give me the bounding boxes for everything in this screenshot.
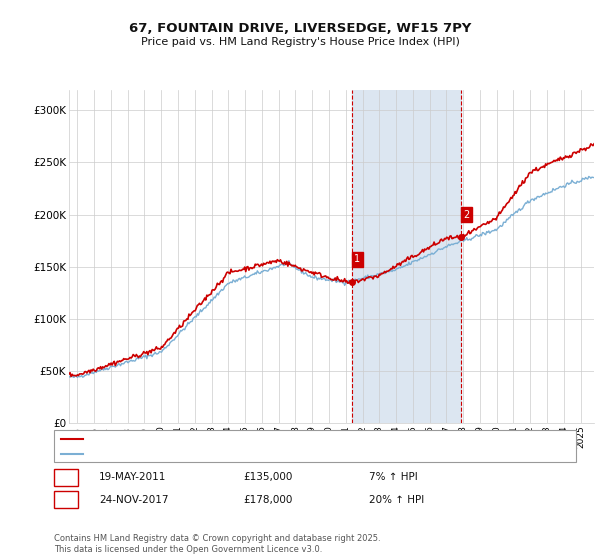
Text: 7% ↑ HPI: 7% ↑ HPI (369, 472, 418, 482)
Text: 20% ↑ HPI: 20% ↑ HPI (369, 494, 424, 505)
Text: 2: 2 (62, 494, 70, 505)
Text: 19-MAY-2011: 19-MAY-2011 (99, 472, 166, 482)
Text: 67, FOUNTAIN DRIVE, LIVERSEDGE, WF15 7PY: 67, FOUNTAIN DRIVE, LIVERSEDGE, WF15 7PY (129, 22, 471, 35)
Text: HPI: Average price, semi-detached house, Kirklees: HPI: Average price, semi-detached house,… (87, 449, 334, 459)
Text: 1: 1 (354, 254, 360, 264)
Text: 1: 1 (62, 472, 70, 482)
Text: £178,000: £178,000 (243, 494, 292, 505)
Text: Price paid vs. HM Land Registry's House Price Index (HPI): Price paid vs. HM Land Registry's House … (140, 37, 460, 47)
Bar (352, 90, 461, 423)
Text: 2: 2 (463, 209, 470, 220)
Text: 67, FOUNTAIN DRIVE, LIVERSEDGE, WF15 7PY (semi-detached house): 67, FOUNTAIN DRIVE, LIVERSEDGE, WF15 7PY… (87, 434, 427, 444)
Text: £135,000: £135,000 (243, 472, 292, 482)
Text: Contains HM Land Registry data © Crown copyright and database right 2025.
This d: Contains HM Land Registry data © Crown c… (54, 534, 380, 554)
Text: 24-NOV-2017: 24-NOV-2017 (99, 494, 169, 505)
